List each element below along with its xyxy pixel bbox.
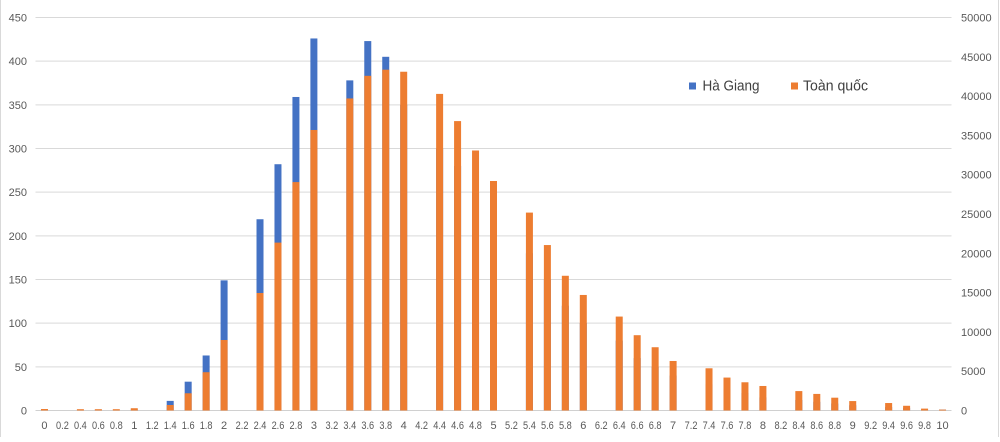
svg-text:2.6: 2.6 [272,420,285,432]
svg-text:7.8: 7.8 [739,420,752,432]
svg-text:1: 1 [131,420,137,432]
svg-text:4.4: 4.4 [433,420,446,432]
svg-text:9.4: 9.4 [882,420,895,432]
svg-text:3.6: 3.6 [361,420,374,432]
svg-text:Toàn quốc: Toàn quốc [803,78,868,95]
svg-text:50: 50 [15,362,27,374]
svg-text:4.8: 4.8 [469,420,482,432]
svg-text:0: 0 [21,406,27,418]
svg-text:3.4: 3.4 [343,420,356,432]
svg-text:250: 250 [9,187,27,199]
svg-text:3.2: 3.2 [325,420,338,432]
svg-text:9.8: 9.8 [918,420,931,432]
svg-text:7.6: 7.6 [721,420,734,432]
svg-text:6.4: 6.4 [613,420,626,432]
svg-text:30000: 30000 [961,170,992,182]
svg-text:45000: 45000 [961,52,992,64]
svg-text:7.2: 7.2 [685,420,698,432]
svg-text:5: 5 [490,420,496,432]
svg-text:9.2: 9.2 [864,420,877,432]
svg-text:4.6: 4.6 [451,420,464,432]
svg-text:2.8: 2.8 [290,420,303,432]
svg-text:10000: 10000 [961,327,992,339]
svg-text:1.6: 1.6 [182,420,195,432]
svg-text:2.4: 2.4 [254,420,267,432]
svg-text:15000: 15000 [961,288,992,300]
svg-text:6.6: 6.6 [631,420,644,432]
svg-text:25000: 25000 [961,209,992,221]
svg-text:3.8: 3.8 [379,420,392,432]
svg-text:7.4: 7.4 [703,420,716,432]
svg-text:6.2: 6.2 [595,420,608,432]
svg-text:4: 4 [401,420,407,432]
svg-text:200: 200 [9,231,27,243]
svg-text:35000: 35000 [961,130,992,142]
svg-text:0.6: 0.6 [92,420,105,432]
svg-text:100: 100 [9,318,27,330]
svg-text:8.4: 8.4 [792,420,805,432]
svg-text:1.4: 1.4 [164,420,177,432]
svg-text:10: 10 [936,420,948,432]
svg-text:8.6: 8.6 [810,420,823,432]
svg-text:0.2: 0.2 [56,420,69,432]
svg-text:8: 8 [760,420,766,432]
svg-text:2.2: 2.2 [236,420,249,432]
svg-text:400: 400 [9,56,27,68]
svg-text:9.6: 9.6 [900,420,913,432]
svg-text:5.8: 5.8 [559,420,572,432]
svg-text:350: 350 [9,100,27,112]
svg-text:Hà Giang: Hà Giang [703,78,760,95]
svg-text:1.2: 1.2 [146,420,159,432]
svg-text:300: 300 [9,144,27,156]
svg-text:450: 450 [9,13,27,25]
svg-text:5.6: 5.6 [541,420,554,432]
svg-text:4.2: 4.2 [415,420,428,432]
svg-text:9: 9 [850,420,856,432]
svg-text:1.8: 1.8 [200,420,213,432]
svg-text:3: 3 [311,420,317,432]
svg-text:150: 150 [9,275,27,287]
svg-text:6.8: 6.8 [649,420,662,432]
svg-text:0: 0 [961,406,967,418]
svg-text:5000: 5000 [961,366,985,378]
svg-text:6: 6 [580,420,586,432]
svg-text:7: 7 [670,420,676,432]
svg-text:50000: 50000 [961,13,992,25]
svg-text:0.4: 0.4 [74,420,87,432]
svg-text:40000: 40000 [961,91,992,103]
svg-text:2: 2 [221,420,227,432]
svg-text:0.8: 0.8 [110,420,123,432]
svg-text:0: 0 [41,420,47,432]
svg-text:8.2: 8.2 [774,420,787,432]
svg-text:20000: 20000 [961,248,992,260]
svg-text:8.8: 8.8 [828,420,841,432]
svg-text:5.4: 5.4 [523,420,536,432]
svg-text:5.2: 5.2 [505,420,518,432]
